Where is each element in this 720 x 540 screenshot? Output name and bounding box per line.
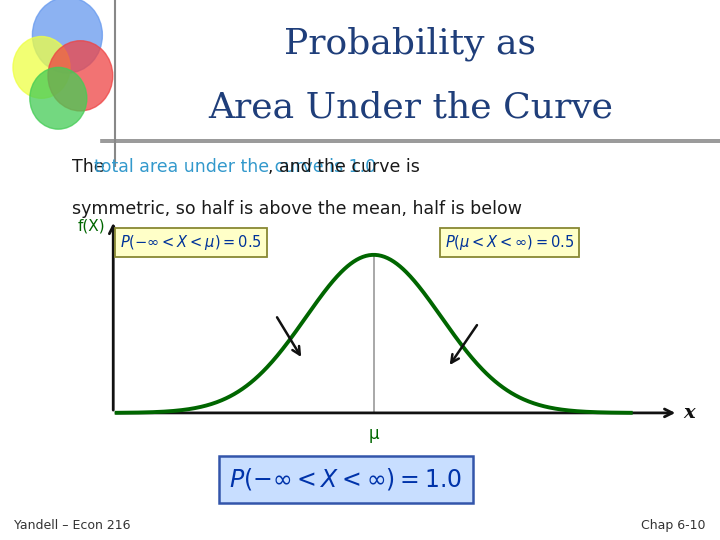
Text: x: x xyxy=(683,404,695,422)
Text: f(X): f(X) xyxy=(78,219,105,234)
Text: Yandell – Econ 216: Yandell – Econ 216 xyxy=(14,518,131,532)
Circle shape xyxy=(13,37,70,98)
Text: Area Under the Curve: Area Under the Curve xyxy=(208,90,613,124)
Text: Chap 6-10: Chap 6-10 xyxy=(641,518,706,532)
Text: , and the curve is: , and the curve is xyxy=(268,158,420,176)
Text: $P(-\infty < X < \infty) = 1.0$: $P(-\infty < X < \infty) = 1.0$ xyxy=(229,466,462,492)
Circle shape xyxy=(32,0,102,73)
Text: $P(\mu < X < \infty) = 0.5$: $P(\mu < X < \infty) = 0.5$ xyxy=(445,233,575,252)
Text: total area under the curve is 1.0: total area under the curve is 1.0 xyxy=(94,158,376,176)
Text: symmetric, so half is above the mean, half is below: symmetric, so half is above the mean, ha… xyxy=(72,200,522,218)
Circle shape xyxy=(30,68,87,129)
Circle shape xyxy=(48,40,113,111)
Text: Probability as: Probability as xyxy=(284,26,536,60)
Text: The: The xyxy=(72,158,110,176)
Text: $P(-\infty < X < \mu) = 0.5$: $P(-\infty < X < \mu) = 0.5$ xyxy=(120,233,262,252)
Text: μ: μ xyxy=(369,425,379,443)
